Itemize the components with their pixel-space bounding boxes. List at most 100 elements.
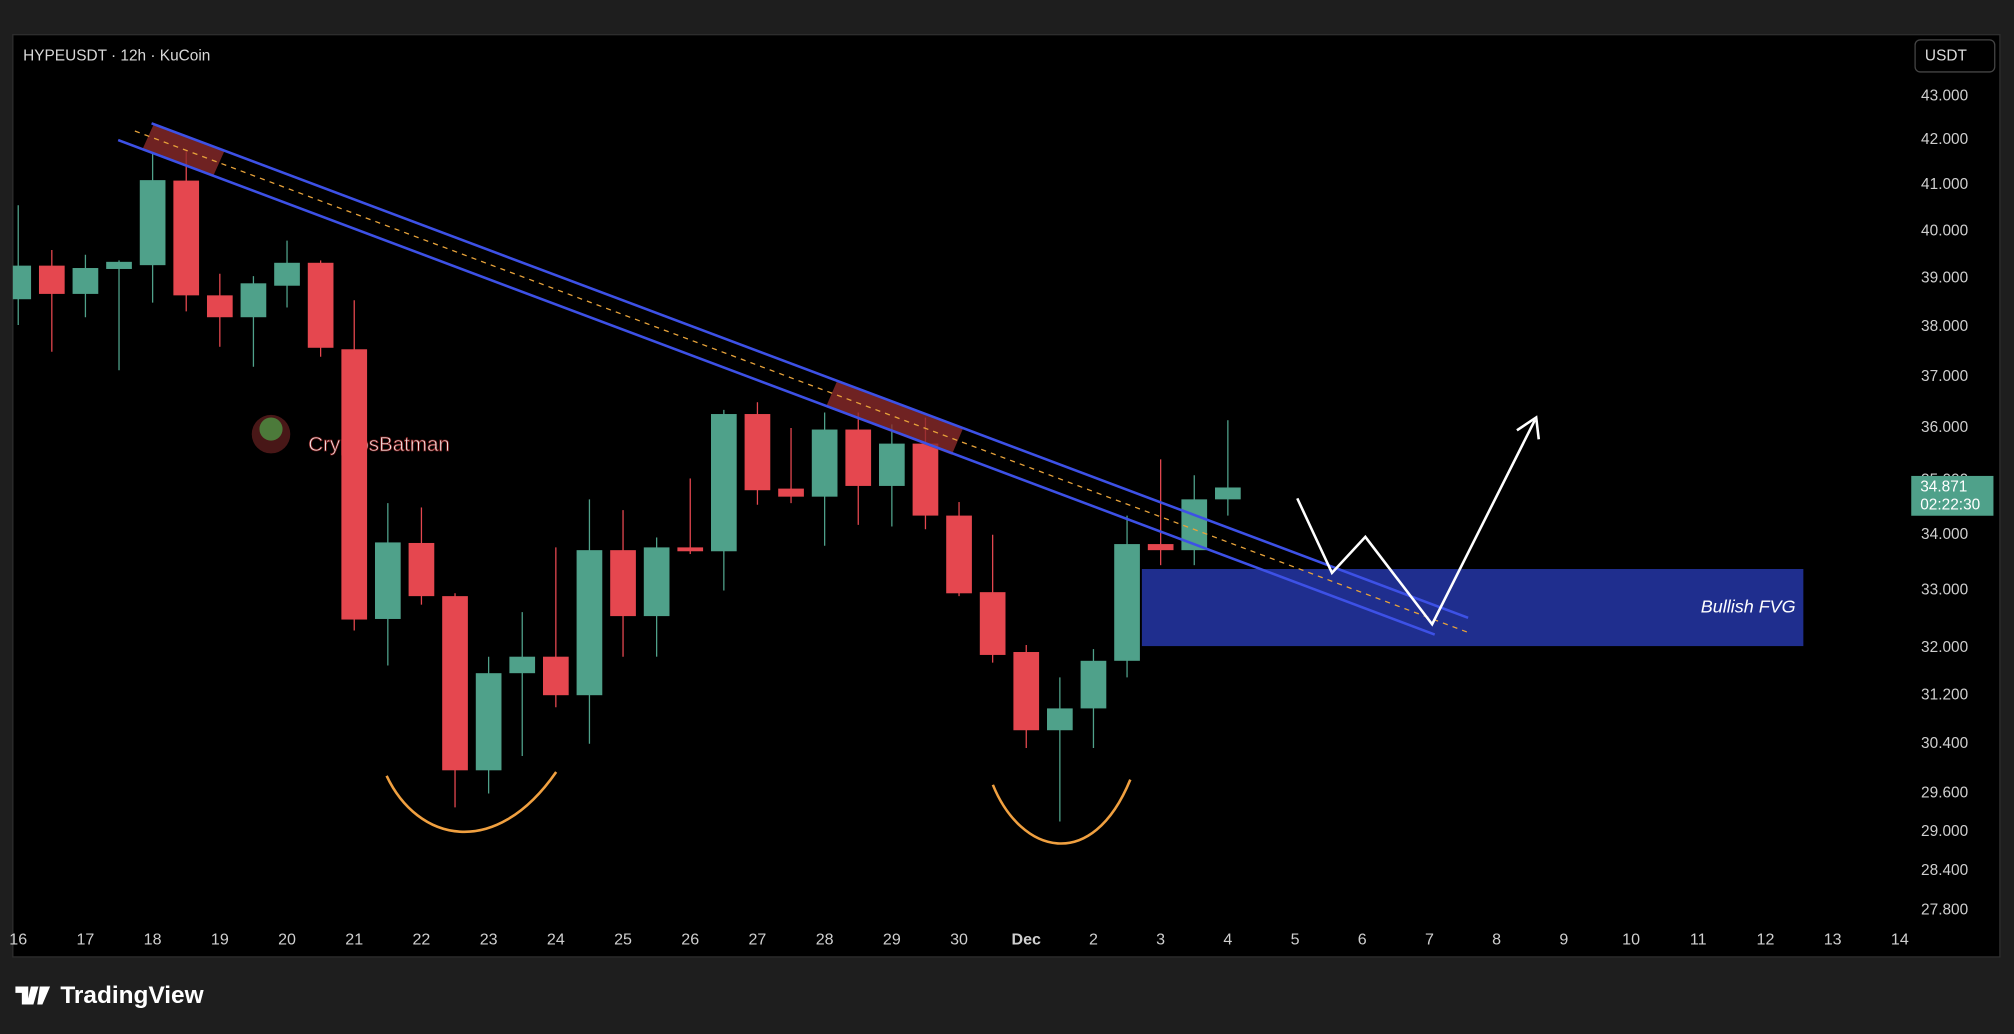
candle-body (72, 268, 99, 294)
fvg-zone (1141, 569, 1804, 647)
candle-body (1181, 499, 1208, 551)
candle-body (173, 180, 200, 296)
candle-body (1013, 652, 1040, 731)
x-tick-label: 9 (1559, 930, 1568, 948)
candle-body (744, 414, 771, 491)
x-tick-label: 13 (1824, 930, 1842, 948)
y-tick-label: 42.000 (1921, 131, 1968, 148)
x-tick-label: 19 (211, 930, 229, 948)
x-tick-label: 24 (547, 930, 565, 948)
channel-mid (134, 130, 1468, 633)
x-tick-label: 22 (413, 930, 431, 948)
y-tick-label: 31.200 (1921, 686, 1968, 703)
candle-body (710, 414, 737, 552)
last-price-tag (1911, 475, 1994, 516)
projection-path (1296, 419, 1537, 627)
candle-body (274, 262, 300, 286)
y-tick-label: 29.600 (1921, 785, 1968, 802)
x-tick-label: 27 (749, 930, 767, 948)
candle-body (979, 592, 1006, 655)
candle-body (206, 295, 233, 318)
x-tick-label: 28 (816, 930, 834, 948)
candle-body (778, 488, 804, 497)
rejection-zone (825, 380, 964, 455)
projection-arrowhead (1516, 415, 1541, 440)
candle-body (106, 261, 132, 269)
y-tick-label: 40.000 (1921, 222, 1968, 239)
candle-body (610, 550, 636, 617)
candle-body (408, 542, 435, 597)
x-tick-label: 12 (1757, 930, 1775, 948)
candle-body (139, 180, 166, 266)
y-tick-label: 41.000 (1921, 176, 1968, 193)
x-tick-label: 30 (950, 930, 968, 948)
y-tick-label: 33.000 (1921, 582, 1968, 599)
watermark-avatar-face (259, 417, 283, 441)
y-tick-label: 43.000 (1921, 87, 1968, 104)
candle-body (677, 547, 704, 552)
candle-body (240, 283, 267, 318)
x-tick-label: 6 (1358, 930, 1367, 948)
candle-body (475, 673, 502, 771)
x-tick-label: 17 (76, 930, 94, 948)
candle-body (576, 550, 603, 696)
candle-body (542, 656, 569, 696)
candle-body (879, 443, 905, 486)
x-tick-label: 4 (1223, 930, 1232, 948)
candle-body (12, 265, 32, 300)
y-tick-label: 34.000 (1921, 526, 1968, 543)
y-tick-label: 37.000 (1921, 368, 1968, 385)
x-tick-label: 23 (480, 930, 498, 948)
x-tick-label: 16 (9, 930, 27, 948)
candle-body (1147, 544, 1174, 551)
candle-body (38, 265, 65, 294)
axes: 43.000 42.000 41.000 40.000 39.000 38.000 37.0… (9, 87, 1994, 948)
pattern-arc (385, 771, 558, 834)
x-tick-label: 10 (1622, 930, 1640, 948)
y-tick-label: 27.800 (1921, 902, 1968, 919)
candle-body (1047, 708, 1073, 731)
x-tick-label: 20 (278, 930, 296, 948)
candles (12, 151, 1241, 822)
brand-logo: TradingView (15, 982, 205, 1009)
x-tick-label: 8 (1492, 930, 1501, 948)
x-tick-label: 26 (681, 930, 699, 948)
last-price-label: 34.871 (1920, 479, 1967, 496)
candle-body (1114, 544, 1140, 661)
candle-body (1080, 660, 1107, 709)
x-tick-label: Dec (1012, 930, 1042, 948)
countdown-label: 02:22:30 (1920, 497, 1980, 514)
candle-body (946, 515, 972, 594)
x-tick-label: 29 (883, 930, 901, 948)
candle-body (307, 262, 334, 348)
pattern-arc (991, 779, 1132, 845)
channel-upper (151, 122, 1469, 620)
y-tick-label: 32.000 (1921, 639, 1968, 656)
x-tick-label: 18 (144, 930, 162, 948)
chart-title: HYPEUSDT · 12h · KuCoin (23, 48, 210, 65)
y-tick-label: 28.400 (1921, 862, 1968, 879)
brand-name: TradingView (60, 982, 204, 1009)
x-tick-label: 3 (1156, 930, 1165, 948)
x-tick-label: 25 (614, 930, 632, 948)
currency-label[interactable]: USDT (1925, 48, 1968, 65)
chart-panel (12, 34, 2001, 958)
candle-body (374, 542, 401, 619)
y-tick-label: 39.000 (1921, 270, 1968, 287)
candle-body (845, 429, 872, 486)
candle-body (1215, 487, 1241, 500)
fvg-label: Bullish FVG (1701, 596, 1796, 616)
x-tick-label: 21 (345, 930, 363, 948)
candle-body (341, 349, 368, 620)
y-tick-label: 36.000 (1921, 419, 1968, 436)
candle-body (912, 443, 939, 516)
x-tick-label: 2 (1089, 930, 1098, 948)
x-tick-label: 14 (1891, 930, 1909, 948)
x-tick-label: 7 (1425, 930, 1434, 948)
watermark-text: CryptosBatman (308, 433, 450, 456)
candle-body (643, 547, 670, 617)
y-tick-label: 38.000 (1921, 318, 1968, 335)
x-tick-label: 11 (1690, 930, 1707, 948)
currency-button[interactable] (1914, 39, 1996, 73)
